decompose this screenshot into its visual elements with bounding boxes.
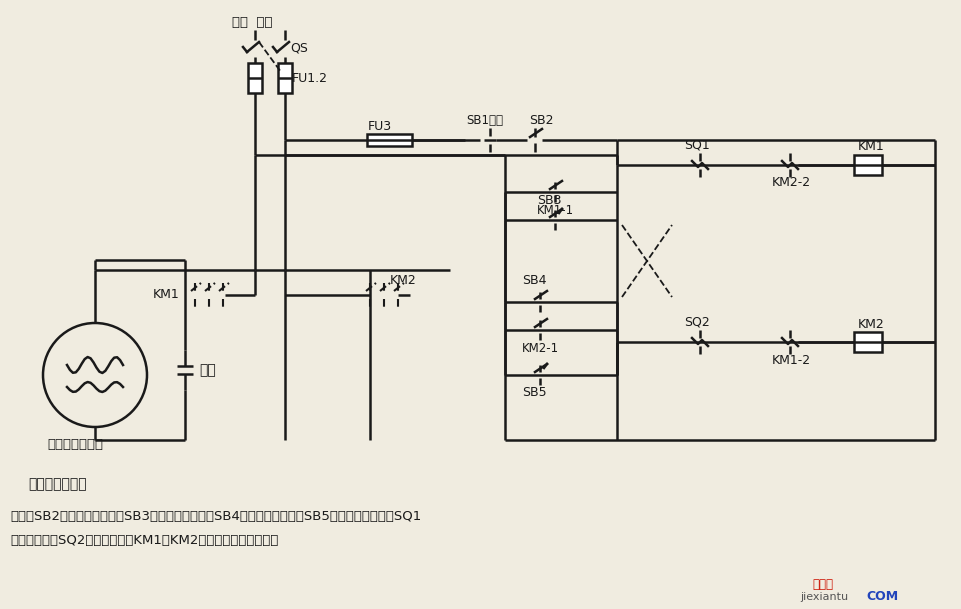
Bar	[278, 63, 292, 93]
Text: SB4: SB4	[522, 273, 546, 286]
Text: KM2: KM2	[389, 273, 416, 286]
Text: 为最高限位，SQ2为最低限位。KM1、KM2可用中间继电器代替。: 为最高限位，SQ2为最低限位。KM1、KM2可用中间继电器代替。	[10, 533, 278, 546]
Bar	[853, 332, 881, 352]
Text: KM1-2: KM1-2	[771, 353, 810, 367]
Text: 接线图: 接线图	[811, 579, 832, 591]
Text: SB5: SB5	[522, 387, 546, 400]
Bar	[853, 155, 881, 175]
Text: 单相电容电动机: 单相电容电动机	[47, 438, 103, 451]
Text: SQ1: SQ1	[683, 138, 709, 152]
Text: KM1-1: KM1-1	[536, 203, 574, 217]
Text: 火线  零线: 火线 零线	[232, 15, 272, 29]
Text: KM2: KM2	[857, 317, 884, 331]
Text: SB3: SB3	[536, 194, 561, 206]
Text: 单相电容电动机: 单相电容电动机	[28, 477, 86, 491]
Text: KM2-2: KM2-2	[771, 177, 810, 189]
Text: SB2: SB2	[529, 113, 553, 127]
Text: 说明：SB2为上升启动按钮，SB3为上升点动按钮，SB4为下降启动按钮，SB5为下降点动按钮；SQ1: 说明：SB2为上升启动按钮，SB3为上升点动按钮，SB4为下降启动按钮，SB5为…	[10, 510, 421, 524]
Text: SQ2: SQ2	[683, 315, 709, 328]
Bar	[248, 63, 261, 93]
Text: SB1停止: SB1停止	[465, 113, 503, 127]
Text: KM1: KM1	[857, 141, 884, 153]
Text: FU1.2: FU1.2	[292, 71, 328, 85]
Text: KM1: KM1	[153, 289, 180, 301]
Bar	[367, 134, 412, 146]
Text: QS: QS	[289, 41, 308, 54]
Text: KM2-1: KM2-1	[522, 342, 558, 354]
Text: FU3: FU3	[368, 119, 392, 133]
Text: COM: COM	[865, 591, 898, 604]
Text: jiexiantu: jiexiantu	[800, 592, 848, 602]
Text: 电容: 电容	[199, 363, 215, 377]
